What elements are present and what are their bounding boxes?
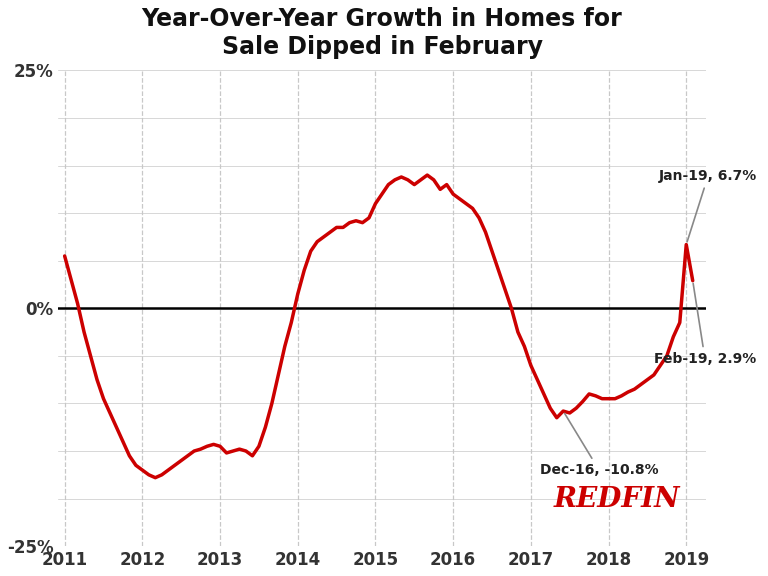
Title: Year-Over-Year Growth in Homes for
Sale Dipped in February: Year-Over-Year Growth in Homes for Sale … — [141, 7, 622, 59]
Text: Jan-19, 6.7%: Jan-19, 6.7% — [659, 169, 757, 242]
Text: REDFIN: REDFIN — [553, 486, 680, 513]
Text: Feb-19, 2.9%: Feb-19, 2.9% — [654, 283, 756, 366]
Text: Dec-16, -10.8%: Dec-16, -10.8% — [540, 414, 658, 478]
